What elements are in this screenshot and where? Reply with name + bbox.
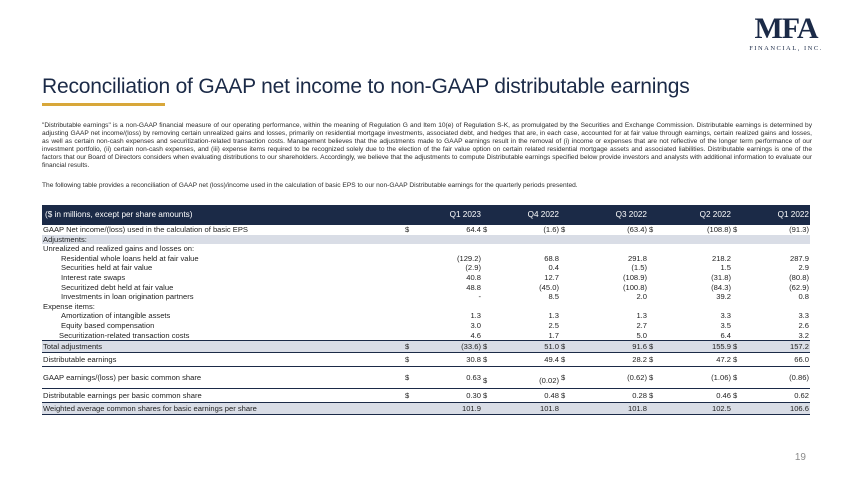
table-row: Residential whole loans held at fair val… (61, 253, 809, 263)
logo-mark: MFA (754, 12, 818, 45)
header-label: ($ in millions, except per share amounts… (42, 205, 404, 225)
logo-subtitle: FINANCIAL, INC. (749, 45, 823, 52)
table-row: Interest rate swaps 40.8 12.7 (108.9) (3… (61, 272, 809, 282)
table-row: Amortization of intangible assets 1.3 1.… (61, 311, 809, 321)
table-row-distributable-earnings: Distributable earnings $30.8 $49.4 $28.2… (42, 352, 810, 368)
table-row: Equity based compensation 3.0 2.5 2.7 3.… (61, 320, 809, 330)
title-underline (42, 103, 165, 106)
table-header-row: ($ in millions, except per share amounts… (42, 205, 810, 225)
definition-paragraph: "Distributable earnings" is a non-GAAP f… (42, 122, 812, 170)
unrealized-label: Unrealized and realized gains and losses… (43, 244, 195, 254)
page-title: Reconciliation of GAAP net income to non… (42, 75, 690, 98)
column-header: Q2 2022 (660, 205, 732, 225)
expense-label: Expense items: (43, 301, 95, 311)
column-header: Q1 2023 (416, 205, 482, 225)
table-row-unrealized-heading: Unrealized and realized gains and losses… (42, 244, 810, 254)
table-row-gaap-net: GAAP Net income/(loss) used in the calcu… (43, 225, 809, 234)
intro-paragraph: The following table provides a reconcili… (42, 182, 578, 189)
column-header: Q1 2022 (744, 205, 810, 225)
table-row-expense-heading: Expense items: (42, 302, 810, 312)
page-number: 19 (794, 452, 806, 463)
row-label: GAAP Net income/(loss) used in the calcu… (43, 225, 248, 234)
table-row-gaap-eps: GAAP earnings/(loss) per basic common sh… (42, 366, 810, 390)
column-header: Q4 2022 (494, 205, 560, 225)
table-row: Securitization-related transaction costs… (59, 330, 809, 340)
adjustments-label: Adjustments: (42, 234, 810, 245)
mfa-logo: MFA FINANCIAL, INC. (740, 12, 832, 53)
table-row-weighted-shares: Weighted average common shares for basic… (42, 402, 810, 416)
table-row: Investments in loan origination partners… (61, 292, 809, 302)
table-row-total-adjustments: Total adjustments $ (33.6) $51.0 $91.6 $1… (42, 340, 810, 354)
column-header: Q3 2022 (572, 205, 648, 225)
table-row-distributable-eps: Distributable earnings per basic common … (42, 388, 810, 404)
table-row: Securities held at fair value (2.9) 0.4 … (61, 263, 809, 273)
table-row: Securitized debt held at fair value 48.8… (61, 282, 809, 292)
table-row-adjustments-heading: Adjustments: (42, 234, 810, 245)
reconciliation-table: ($ in millions, except per share amounts… (42, 205, 810, 416)
